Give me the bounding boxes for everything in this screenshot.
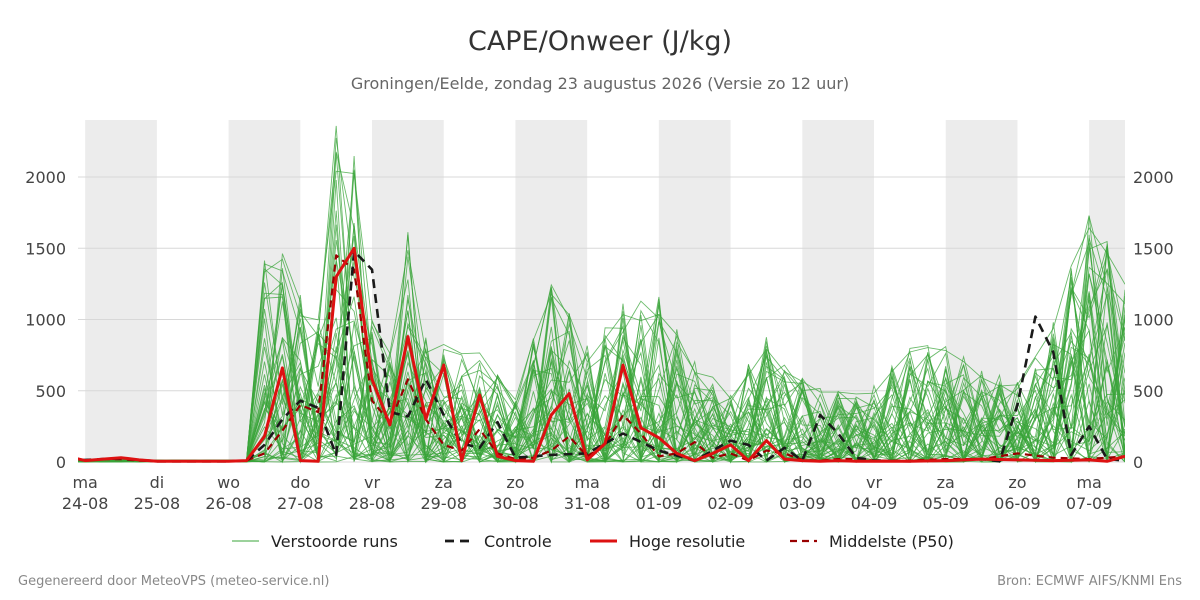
x-tick-date: 24-08 xyxy=(62,494,109,513)
main-series xyxy=(78,246,1125,463)
x-axis-ticks: ma 24-08 di 25-08 wo 26-08 do 27-08 vr 28-08 za 29-… xyxy=(62,473,1112,513)
x-tick-day: di xyxy=(150,473,165,492)
y-tick-label-right: 1500 xyxy=(1133,239,1174,258)
y-tick-label-left: 1500 xyxy=(25,239,66,258)
legend-label-ensemble: Verstoorde runs xyxy=(271,532,398,551)
x-tick-date: 29-08 xyxy=(420,494,467,513)
chart-title: CAPE/Onweer (J/kg) xyxy=(468,26,732,57)
y-tick-label-right: 0 xyxy=(1133,453,1143,472)
x-tick-day: do xyxy=(792,473,812,492)
x-tick-day: zo xyxy=(1008,473,1026,492)
y-tick-label-left: 0 xyxy=(56,453,66,472)
hires-series-line xyxy=(78,246,1125,463)
y-tick-label-left: 1000 xyxy=(25,311,66,330)
x-tick-date: 25-08 xyxy=(134,494,181,513)
footer-source: Bron: ECMWF AIFS/KNMI Ens xyxy=(997,574,1182,589)
legend: Verstoorde runs Controle Hoge resolutie Mid… xyxy=(232,532,954,551)
x-tick-date: 27-08 xyxy=(277,494,324,513)
x-tick-date: 31-08 xyxy=(564,494,611,513)
y-tick-label-right: 2000 xyxy=(1133,168,1174,187)
x-tick-day: do xyxy=(290,473,310,492)
x-tick-day: di xyxy=(652,473,667,492)
y-tick-label-right: 1000 xyxy=(1133,311,1174,330)
legend-label-control: Controle xyxy=(484,532,552,551)
x-tick-day: wo xyxy=(217,473,240,492)
x-tick-day: vr xyxy=(364,473,380,492)
x-tick-date: 07-09 xyxy=(1066,494,1113,513)
x-tick-date: 01-09 xyxy=(636,494,683,513)
x-tick-day: za xyxy=(435,473,453,492)
x-tick-date: 26-08 xyxy=(205,494,252,513)
x-tick-date: 03-09 xyxy=(779,494,826,513)
x-tick-day: vr xyxy=(866,473,882,492)
x-tick-date: 02-09 xyxy=(707,494,754,513)
shaded-band-5 xyxy=(802,120,875,462)
footer-generated-by: Gegenereerd door MeteoVPS (meteo-service… xyxy=(18,574,329,589)
shaded-band-0 xyxy=(85,120,157,462)
y-tick-label-left: 500 xyxy=(35,382,66,401)
y-tick-label-right: 500 xyxy=(1133,382,1164,401)
x-tick-day: ma xyxy=(574,473,599,492)
legend-label-median: Middelste (P50) xyxy=(829,532,954,551)
x-tick-day: zo xyxy=(506,473,524,492)
chart-subtitle: Groningen/Eelde, zondag 23 augustus 2026… xyxy=(351,74,849,93)
x-tick-date: 28-08 xyxy=(349,494,396,513)
median-series-line xyxy=(78,254,1125,463)
y-axis-ticks: 0 0 500 500 1000 1000 1500 1500 2000 2000 xyxy=(25,168,1173,472)
x-tick-date: 04-09 xyxy=(851,494,898,513)
x-tick-date: 30-08 xyxy=(492,494,539,513)
x-tick-date: 05-09 xyxy=(922,494,969,513)
x-tick-day: ma xyxy=(1076,473,1101,492)
x-tick-day: za xyxy=(937,473,955,492)
x-tick-date: 06-09 xyxy=(994,494,1041,513)
x-tick-day: ma xyxy=(72,473,97,492)
legend-label-hires: Hoge resolutie xyxy=(629,532,745,551)
y-tick-label-left: 2000 xyxy=(25,168,66,187)
x-tick-day: wo xyxy=(719,473,742,492)
